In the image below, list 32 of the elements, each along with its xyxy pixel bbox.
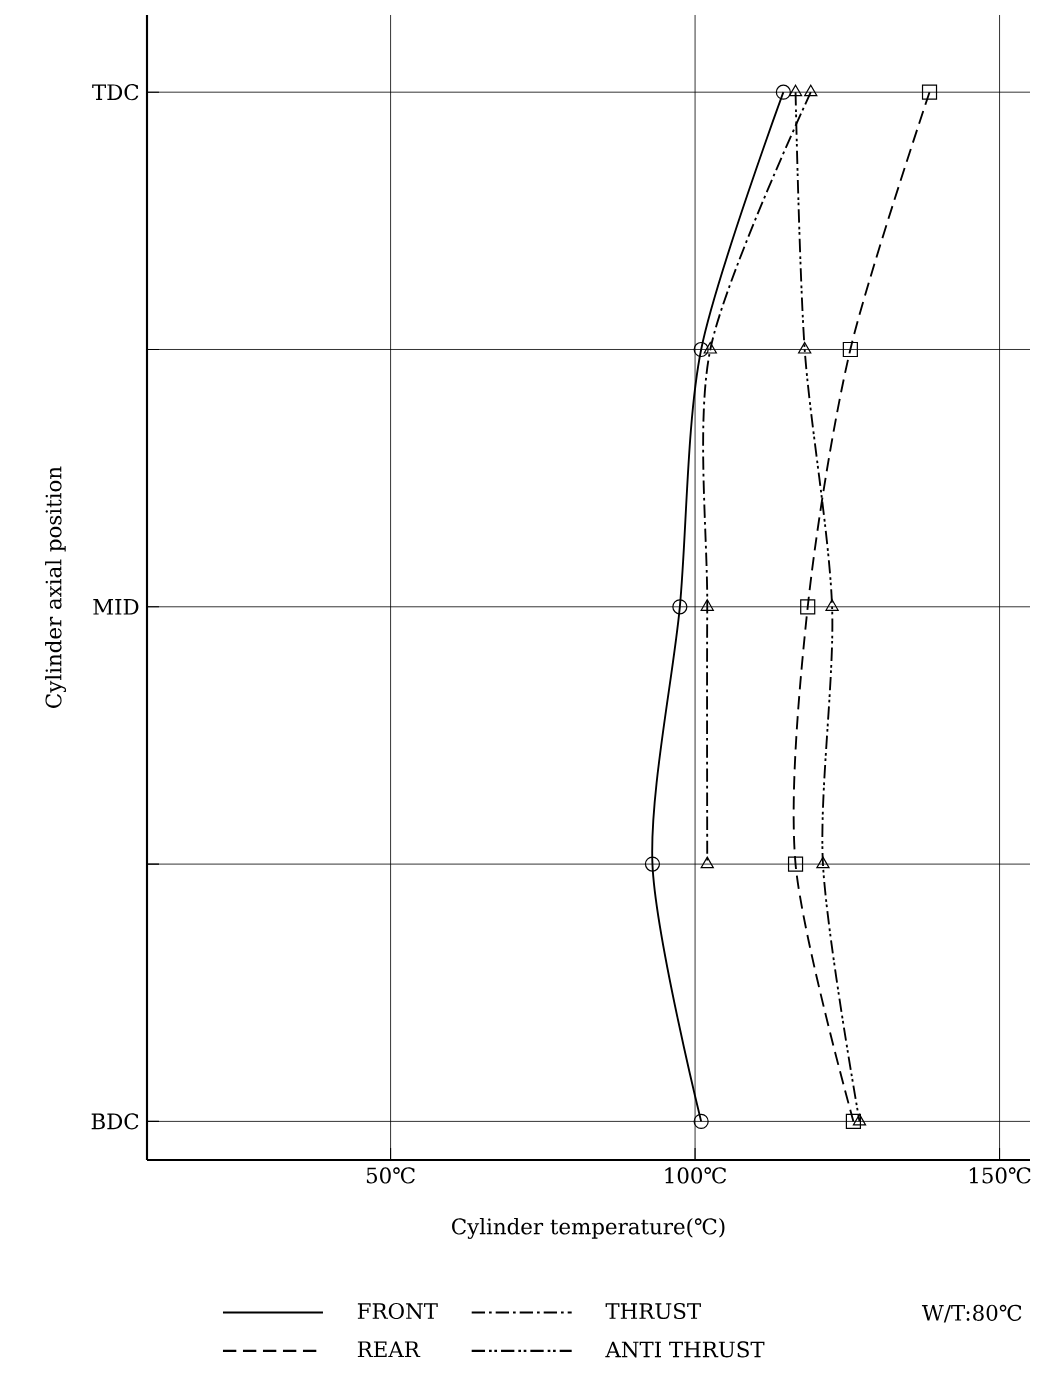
y-tick-label: BDC [91,1113,139,1130]
point [775,84,791,100]
point [804,84,818,97]
point [842,341,858,358]
point [672,599,688,615]
point [800,599,816,615]
x-axis-title: Cylinder temperature(℃) [452,1217,725,1239]
x-tick-label: 150℃ [969,1167,1031,1184]
point [787,856,804,872]
point [852,1113,867,1126]
text: W/T:80℃ [921,1304,1022,1323]
point [816,856,830,869]
point [693,1113,709,1129]
y-tick-label: MID [93,599,139,615]
point [788,84,803,97]
legend-label: FRONT [357,1302,438,1320]
legend-label: ANTI THRUST [605,1341,765,1358]
point [700,599,714,611]
point [798,341,812,354]
x-tick-label: 100℃ [665,1167,727,1184]
y-axis-title: Cylinder axial position [45,466,67,708]
point [700,856,714,869]
point [921,84,938,100]
legend-label: THRUST [605,1302,701,1320]
x-tick-label: 50℃ [366,1167,415,1184]
y-tick-label: TDC [92,84,139,101]
point [693,341,709,358]
legend-label: REAR [357,1341,421,1358]
point [703,341,717,354]
point [825,599,839,611]
point [845,1113,861,1129]
point [644,856,661,872]
